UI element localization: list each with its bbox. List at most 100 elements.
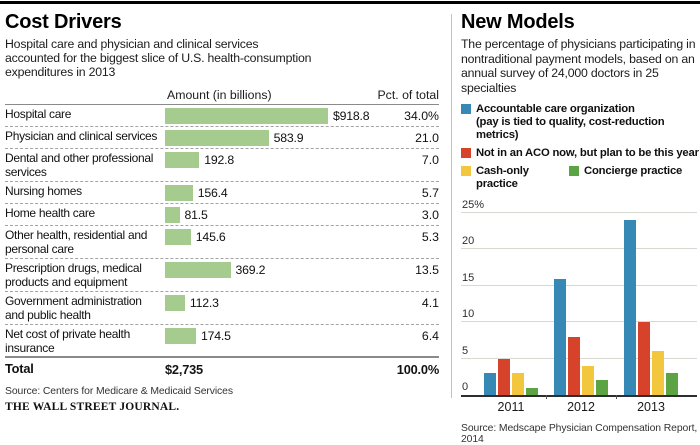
column-header-pct: Pct. of total bbox=[377, 88, 439, 102]
row-label-line: services bbox=[5, 164, 47, 179]
total-row: Total $2,735 100.0% bbox=[5, 356, 439, 380]
amount-bar bbox=[165, 262, 231, 278]
cost-drivers-panel: Cost Drivers Hospital care and physician… bbox=[0, 4, 451, 445]
pct-value: 5.3 bbox=[421, 230, 439, 244]
pct-value: 13.5 bbox=[415, 263, 439, 277]
amount-value: 174.5 bbox=[201, 329, 231, 343]
two-panel-layout: Cost Drivers Hospital care and physician… bbox=[0, 4, 700, 445]
bar bbox=[596, 380, 608, 395]
gridline bbox=[461, 248, 697, 250]
amount-bar bbox=[165, 130, 269, 146]
table-row: Dental and other professional services 192… bbox=[5, 149, 439, 182]
legend-swatch-red bbox=[461, 148, 471, 158]
subtitle-line: Hospital care and physician and clinical… bbox=[5, 37, 259, 51]
amount-bar bbox=[165, 207, 180, 223]
table-row: Hospital care $918.8 34.0% bbox=[5, 105, 439, 127]
amount-value: 145.6 bbox=[195, 230, 226, 244]
row-label-line: and public health bbox=[5, 307, 91, 322]
table-row: Nursing homes 156.4 5.7 bbox=[5, 182, 439, 204]
pct-value: 7.0 bbox=[421, 153, 439, 167]
row-label: Nursing homes bbox=[5, 184, 165, 201]
bar bbox=[582, 365, 594, 395]
amount-cell: 369.2 bbox=[165, 262, 387, 289]
bar bbox=[512, 373, 524, 395]
new-models-panel: New Models The percentage of physicians … bbox=[452, 4, 700, 445]
bar-group bbox=[554, 278, 608, 395]
x-axis-labels: 2011 2012 2013 bbox=[461, 399, 700, 415]
legend-item-cash-only: Cash-only practice bbox=[461, 165, 569, 191]
y-tick-label: 20 bbox=[462, 235, 475, 248]
row-label: Prescription drugs, medical products and … bbox=[5, 261, 165, 289]
legend-item-plan-aco: Not in an ACO now, but plan to be this y… bbox=[461, 147, 700, 160]
gridline bbox=[461, 212, 697, 213]
amount-value: $918.8 bbox=[333, 109, 370, 123]
amount-cell: 174.5 bbox=[165, 328, 387, 355]
pct-value: 5.7 bbox=[421, 186, 439, 200]
pct-value: 6.4 bbox=[421, 329, 439, 343]
pct-value: 21.0 bbox=[415, 131, 439, 145]
legend-label: Accountable care organization (pay is ti… bbox=[476, 103, 665, 141]
y-tick-label: 10 bbox=[462, 308, 475, 321]
amount-value: 81.5 bbox=[184, 208, 208, 222]
amount-bar bbox=[165, 229, 191, 245]
panel-divider bbox=[451, 14, 452, 398]
subtitle-line: accounted for the biggest slice of U.S. … bbox=[5, 51, 312, 65]
grouped-bar-plot: 0 5 10 15 20 25% bbox=[461, 199, 697, 399]
axis-tick bbox=[546, 395, 547, 399]
cost-table: Amount (in billions) Pct. of total Hospi… bbox=[5, 87, 439, 380]
bar bbox=[484, 373, 496, 395]
table-row: Home health care 81.5 3.0 bbox=[5, 204, 439, 226]
row-label: Government administration and public heal… bbox=[5, 294, 165, 322]
legend-swatch-yellow bbox=[461, 166, 471, 176]
left-panel-title: Cost Drivers bbox=[5, 11, 122, 33]
row-label-line: products and equipment bbox=[5, 274, 128, 289]
right-source: Source: Medscape Physician Compensation … bbox=[461, 423, 698, 445]
row-label-line: Government administration bbox=[5, 294, 142, 308]
row-label-line: Net cost of private health bbox=[5, 327, 130, 341]
amount-bar bbox=[165, 108, 328, 124]
total-amount: $2,735 bbox=[165, 362, 203, 377]
amount-bar bbox=[165, 295, 185, 311]
amount-value: 112.3 bbox=[189, 296, 219, 310]
subtitle-line: annual survey of 24,000 doctors in 25 bbox=[461, 66, 659, 80]
total-label: Total bbox=[5, 361, 34, 376]
amount-value: 369.2 bbox=[235, 263, 266, 277]
pct-value: 4.1 bbox=[421, 296, 439, 310]
amount-cell: 583.9 bbox=[165, 130, 387, 146]
row-label-line: Home health care bbox=[5, 206, 95, 220]
row-label: Net cost of private health insurance bbox=[5, 327, 165, 355]
left-source: Source: Centers for Medicare & Medicaid … bbox=[5, 386, 233, 397]
row-label-line: Physician and clinical services bbox=[5, 129, 158, 143]
legend-row: Cash-only practice Concierge practice bbox=[461, 165, 700, 191]
bar bbox=[568, 336, 580, 395]
table-row: Prescription drugs, medical products and … bbox=[5, 259, 439, 292]
bar bbox=[624, 220, 636, 395]
axis-tick bbox=[616, 395, 617, 399]
x-tick-label: 2011 bbox=[497, 400, 525, 414]
amount-cell: $918.8 bbox=[165, 108, 387, 124]
row-label-line: Hospital care bbox=[5, 107, 72, 121]
chart-legend: Accountable care organization (pay is ti… bbox=[461, 103, 700, 191]
table-row: Net cost of private health insurance 174.5… bbox=[5, 325, 439, 357]
row-label-line: Other health, residential and bbox=[5, 228, 148, 242]
y-tick-label: 25% bbox=[462, 199, 485, 211]
bar bbox=[638, 322, 650, 395]
y-tick-label: 0 bbox=[462, 381, 469, 393]
legend-item-aco: Accountable care organization (pay is ti… bbox=[461, 103, 700, 142]
bar bbox=[554, 278, 566, 395]
bar-group bbox=[624, 220, 678, 395]
amount-bar bbox=[165, 328, 196, 344]
row-label-line: insurance bbox=[5, 340, 55, 355]
x-tick-label: 2013 bbox=[637, 400, 665, 414]
gridline bbox=[461, 284, 697, 286]
legend-swatch-green bbox=[569, 166, 579, 176]
pct-value: 3.0 bbox=[421, 208, 439, 222]
right-panel-title: New Models bbox=[461, 11, 575, 33]
bar bbox=[666, 373, 678, 395]
legend-label: Not in an ACO now, but plan to be this y… bbox=[476, 147, 699, 159]
legend-swatch-blue bbox=[461, 104, 471, 114]
amount-cell: 192.8 bbox=[165, 152, 387, 179]
amount-value: 156.4 bbox=[197, 186, 228, 200]
y-tick-label: 5 bbox=[462, 344, 469, 357]
